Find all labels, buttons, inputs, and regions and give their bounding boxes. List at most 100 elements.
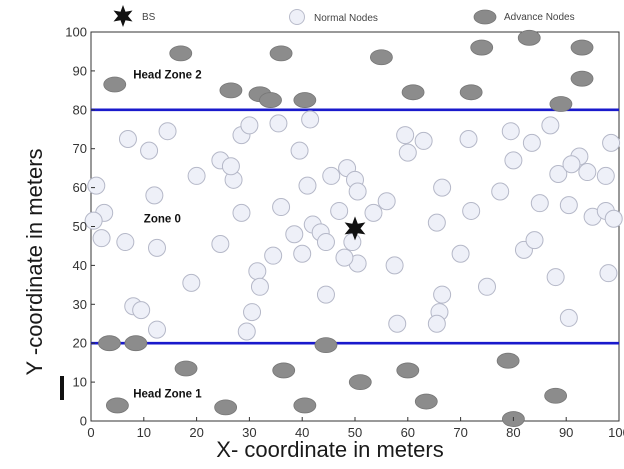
normal-node-point-25	[211, 235, 230, 254]
zone-labels: Head Zone 2 Zone 0 Head Zone 1	[133, 70, 202, 401]
advance-node-point-11	[517, 29, 541, 46]
base-station-layer	[344, 216, 366, 241]
advance-node-point-0	[103, 76, 127, 93]
legend-advance-node-icon	[473, 9, 497, 25]
normal-node-point-54	[462, 201, 481, 220]
advance-node-point-8	[401, 84, 425, 101]
normal-node-point-40	[248, 262, 267, 281]
advance-node-point-23	[106, 397, 129, 414]
normal-node-point-2	[158, 122, 177, 141]
normal-node-point-52	[433, 178, 452, 197]
normal-node-point-78	[602, 133, 621, 152]
normal-node-point-57	[433, 285, 452, 304]
legend-advance-nodes-label: Advance Nodes	[504, 12, 575, 23]
zone-label-0: Head Zone 2	[133, 70, 201, 82]
normal-node-point-10	[187, 166, 206, 185]
normal-node-point-26	[272, 198, 291, 217]
normal-node-point-35	[364, 203, 383, 222]
normal-node-point-45	[148, 320, 166, 339]
advance-node-point-2	[219, 82, 243, 99]
normal-node-point-28	[285, 225, 304, 244]
normal-node-point-63	[522, 133, 541, 152]
normal-node-point-41	[250, 277, 269, 296]
x-tick-label-9: 90	[559, 425, 573, 440]
zone-label-1: Zone 0	[144, 214, 181, 226]
normal-node-point-17	[301, 110, 320, 129]
normal-node-point-30	[316, 233, 335, 252]
normal-node-point-24	[232, 203, 251, 222]
normal-node-point-8	[145, 186, 164, 205]
x-tick-label-2: 20	[189, 425, 203, 440]
normal-node-point-64	[541, 116, 560, 135]
normal-node-point-15	[240, 116, 259, 135]
normal-node-point-60	[388, 314, 407, 333]
legend-normal-node-icon	[289, 9, 305, 25]
y-tick-label-2: 20	[73, 336, 87, 351]
normal-node-point-20	[322, 166, 341, 185]
y-tick-label-9: 90	[73, 63, 87, 78]
advance-node-point-1	[169, 45, 193, 62]
advance-node-point-20	[348, 374, 372, 391]
normal-node-point-16	[269, 114, 288, 133]
normal-node-point-66	[530, 194, 549, 213]
normal-node-point-56	[451, 244, 470, 263]
normal-node-point-1	[140, 141, 159, 160]
x-tick-label-3: 30	[242, 425, 256, 440]
x-axis-title: X- coordinate in meters	[216, 437, 443, 462]
x-tick-label-7: 70	[453, 425, 467, 440]
advance-node-point-25	[293, 397, 317, 414]
advance-node-point-18	[174, 360, 198, 377]
legend: BS Normal Nodes Advance Nodes	[113, 5, 575, 27]
normal-nodes-layer	[84, 110, 623, 341]
normal-node-point-59	[427, 314, 446, 333]
normal-node-point-38	[335, 248, 354, 267]
normal-node-point-53	[459, 129, 478, 148]
normal-node-point-32	[330, 201, 349, 220]
normal-node-point-61	[478, 277, 496, 296]
advance-node-point-13	[570, 39, 594, 56]
y-axis-ticks: 0 10 20 30 40 50 60 70 80 90 100	[65, 25, 95, 429]
advance-node-point-17	[314, 337, 338, 354]
normal-node-point-6	[92, 229, 111, 248]
x-tick-label-1: 10	[137, 425, 151, 440]
normal-node-point-5	[84, 211, 103, 230]
normal-node-point-81	[559, 308, 578, 327]
legend-normal-nodes-label: Normal Nodes	[314, 13, 378, 24]
normal-node-point-71	[562, 155, 581, 174]
base-station-star-icon-0	[344, 216, 366, 241]
y-axis-side-mark	[60, 376, 64, 400]
normal-node-point-77	[596, 166, 615, 185]
normal-node-point-36	[377, 192, 396, 211]
x-tick-label-8: 80	[506, 425, 520, 440]
y-tick-label-5: 50	[73, 219, 87, 234]
normal-node-point-18	[290, 141, 309, 160]
normal-node-point-50	[398, 143, 417, 162]
x-tick-label-10: 100	[608, 425, 624, 440]
normal-node-point-44	[237, 322, 256, 341]
y-tick-label-7: 70	[73, 141, 87, 156]
normal-node-point-37	[385, 256, 404, 275]
normal-node-point-9	[148, 238, 166, 257]
advance-node-point-28	[544, 387, 568, 404]
normal-node-point-47	[132, 301, 151, 320]
normal-node-point-43	[243, 303, 262, 322]
y-tick-label-8: 80	[73, 102, 87, 117]
advance-node-point-12	[549, 96, 573, 112]
normal-node-point-51	[414, 131, 433, 150]
normal-node-point-62	[501, 122, 520, 141]
y-tick-label-4: 40	[73, 258, 87, 273]
normal-node-point-68	[525, 231, 544, 250]
x-axis-ticks: 0 10 20 30 40 50 60 70 80 90 100	[87, 417, 624, 440]
advance-node-point-22	[496, 352, 520, 369]
normal-node-point-13	[221, 157, 240, 176]
advance-node-point-21	[396, 362, 420, 379]
normal-node-point-49	[396, 126, 415, 145]
normal-node-point-55	[427, 213, 446, 232]
x-tick-label-5: 50	[348, 425, 362, 440]
advance-node-point-9	[470, 39, 494, 56]
zone-label-2: Head Zone 1	[133, 389, 202, 401]
normal-node-point-0	[118, 129, 137, 148]
normal-node-point-82	[491, 182, 510, 201]
advance-node-point-10	[459, 84, 483, 101]
